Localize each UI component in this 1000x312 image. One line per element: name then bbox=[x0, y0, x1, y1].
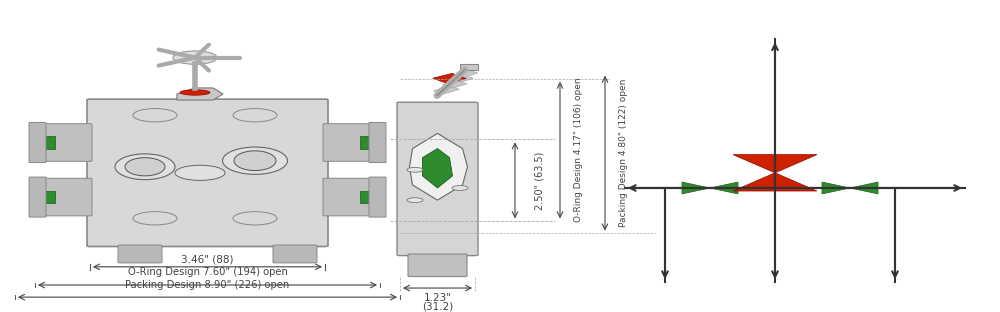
Circle shape bbox=[133, 109, 177, 122]
FancyBboxPatch shape bbox=[33, 124, 92, 161]
Bar bbox=[43, 136, 55, 149]
Bar bbox=[43, 191, 55, 203]
Ellipse shape bbox=[125, 158, 165, 176]
Text: Packing Design 4.80" (122) open: Packing Design 4.80" (122) open bbox=[618, 79, 628, 227]
Ellipse shape bbox=[234, 151, 276, 171]
Bar bbox=[360, 191, 372, 203]
FancyBboxPatch shape bbox=[273, 245, 317, 263]
FancyBboxPatch shape bbox=[408, 254, 467, 276]
Bar bbox=[433, 86, 460, 94]
FancyBboxPatch shape bbox=[29, 177, 46, 217]
Text: 2.50" (63.5): 2.50" (63.5) bbox=[535, 151, 545, 210]
Circle shape bbox=[407, 198, 423, 202]
Polygon shape bbox=[422, 149, 452, 188]
Circle shape bbox=[173, 51, 217, 64]
FancyBboxPatch shape bbox=[118, 245, 162, 263]
Bar bbox=[460, 64, 478, 70]
Bar bbox=[458, 70, 478, 76]
Bar bbox=[443, 80, 467, 88]
Text: 3.46" (88): 3.46" (88) bbox=[181, 254, 234, 264]
FancyBboxPatch shape bbox=[323, 124, 382, 161]
Circle shape bbox=[407, 167, 423, 172]
Polygon shape bbox=[682, 182, 710, 194]
Circle shape bbox=[175, 165, 225, 180]
FancyBboxPatch shape bbox=[87, 99, 328, 246]
FancyBboxPatch shape bbox=[397, 102, 478, 256]
Bar bbox=[360, 136, 372, 149]
Polygon shape bbox=[710, 182, 738, 194]
Polygon shape bbox=[177, 88, 223, 100]
Text: O-Ring Design 4.17" (106) open: O-Ring Design 4.17" (106) open bbox=[574, 78, 583, 222]
Text: (31.2): (31.2) bbox=[422, 302, 453, 312]
Bar bbox=[433, 73, 466, 83]
FancyBboxPatch shape bbox=[29, 123, 46, 163]
Polygon shape bbox=[822, 182, 850, 194]
Circle shape bbox=[233, 109, 277, 122]
Bar bbox=[451, 75, 473, 82]
Circle shape bbox=[233, 212, 277, 225]
Ellipse shape bbox=[222, 147, 288, 174]
Ellipse shape bbox=[180, 90, 210, 95]
Polygon shape bbox=[410, 134, 468, 200]
Polygon shape bbox=[733, 155, 817, 173]
Circle shape bbox=[133, 212, 177, 225]
Text: 1.23": 1.23" bbox=[424, 293, 452, 303]
Polygon shape bbox=[850, 182, 878, 194]
FancyBboxPatch shape bbox=[323, 178, 382, 216]
FancyBboxPatch shape bbox=[369, 177, 386, 217]
FancyBboxPatch shape bbox=[33, 178, 92, 216]
Text: Packing Design 8.90" (226) open: Packing Design 8.90" (226) open bbox=[125, 280, 290, 290]
Text: O-Ring Design 7.60" (194) open: O-Ring Design 7.60" (194) open bbox=[128, 267, 287, 277]
Ellipse shape bbox=[115, 154, 175, 180]
Polygon shape bbox=[733, 173, 817, 191]
FancyBboxPatch shape bbox=[369, 123, 386, 163]
Circle shape bbox=[452, 186, 468, 190]
